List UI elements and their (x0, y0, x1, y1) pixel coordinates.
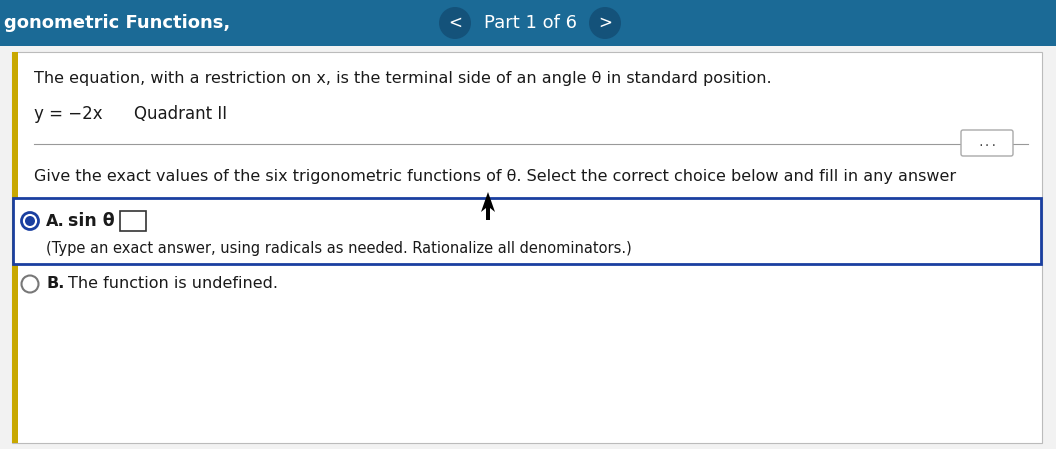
Text: gonometric Functions,: gonometric Functions, (4, 14, 230, 32)
Text: B.: B. (46, 277, 64, 291)
Text: sin θ =: sin θ = (68, 212, 135, 230)
FancyBboxPatch shape (12, 52, 1042, 443)
FancyBboxPatch shape (12, 52, 18, 443)
Circle shape (439, 7, 471, 39)
Circle shape (21, 212, 38, 229)
Text: <: < (448, 14, 463, 32)
Polygon shape (480, 192, 495, 220)
FancyBboxPatch shape (0, 0, 1056, 46)
Text: (Type an exact answer, using radicals as needed. Rationalize all denominators.): (Type an exact answer, using radicals as… (46, 241, 631, 255)
FancyBboxPatch shape (13, 198, 1041, 264)
Text: Part 1 of 6: Part 1 of 6 (484, 14, 577, 32)
Text: A.: A. (46, 214, 64, 229)
FancyBboxPatch shape (120, 211, 146, 231)
FancyBboxPatch shape (0, 46, 1056, 449)
Circle shape (589, 7, 621, 39)
Text: >: > (598, 14, 612, 32)
Text: The equation, with a restriction on x, is the terminal side of an angle θ in sta: The equation, with a restriction on x, i… (34, 70, 772, 85)
Text: y = −2x: y = −2x (34, 105, 102, 123)
FancyBboxPatch shape (961, 130, 1013, 156)
Text: ...: ... (977, 138, 997, 148)
Text: Give the exact values of the six trigonometric functions of θ. Select the correc: Give the exact values of the six trigono… (34, 168, 956, 184)
Text: Quadrant II: Quadrant II (134, 105, 227, 123)
Text: The function is undefined.: The function is undefined. (68, 277, 278, 291)
Circle shape (25, 216, 35, 226)
Circle shape (21, 276, 38, 292)
